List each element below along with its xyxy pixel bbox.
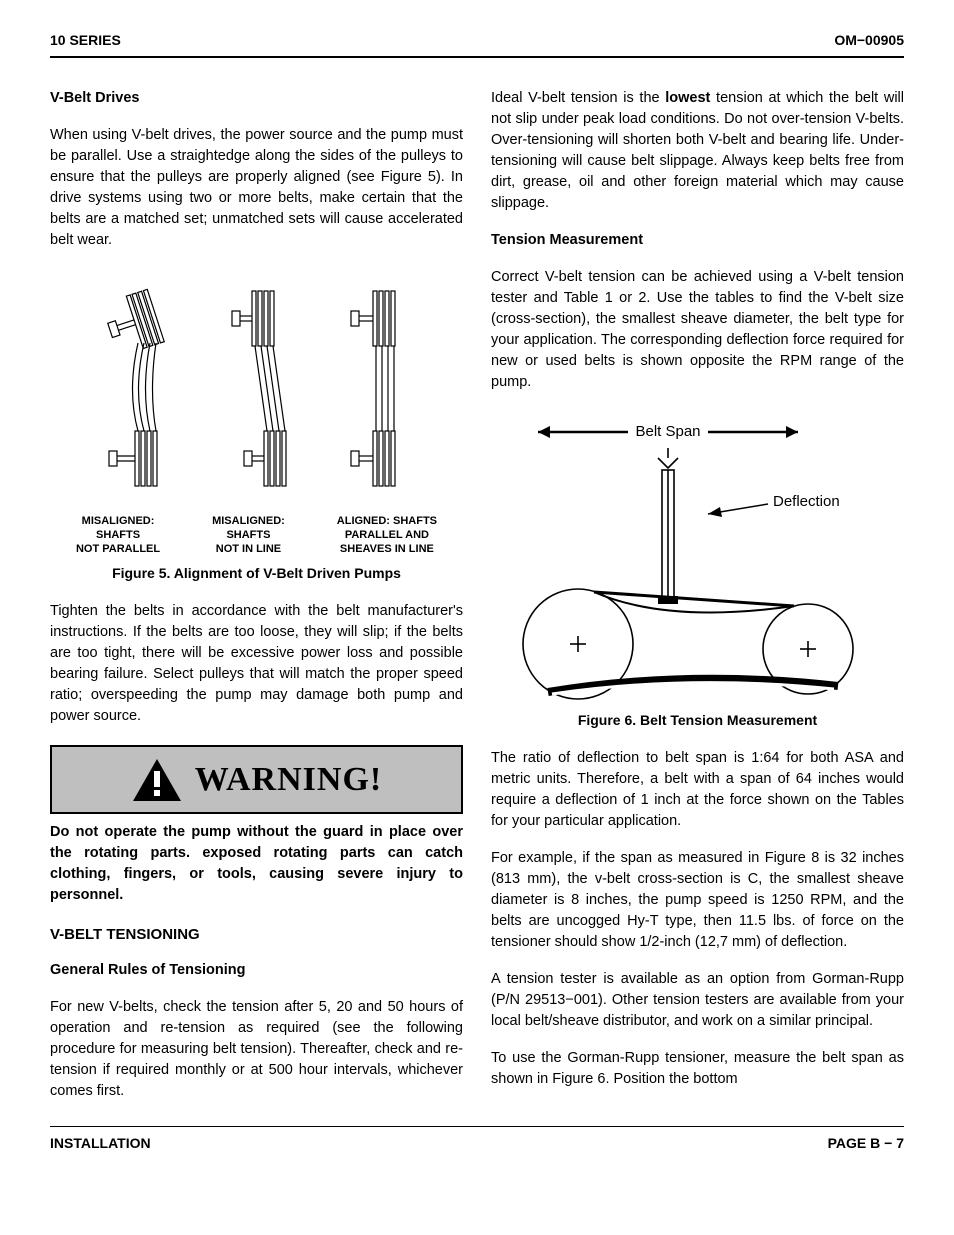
footer-right: PAGE B − 7 — [828, 1133, 904, 1153]
fig5-label-3: ALIGNED: SHAFTS PARALLEL AND SHEAVES IN … — [337, 515, 437, 556]
alignment-diagram — [77, 271, 437, 511]
warning-box: WARNING! — [50, 745, 463, 814]
figure-5-labels: MISALIGNED: SHAFTS NOT PARALLEL MISALIGN… — [50, 515, 463, 556]
fig5-label-1: MISALIGNED: SHAFTS NOT PARALLEL — [76, 515, 160, 556]
tension-measurement-heading: Tension Measurement — [491, 230, 904, 251]
paragraph: Correct V-belt tension can be achieved u… — [491, 267, 904, 393]
figure-6-caption: Figure 6. Belt Tension Measurement — [491, 710, 904, 730]
paragraph: Tighten the belts in accordance with the… — [50, 601, 463, 727]
fig5-label-2: MISALIGNED: SHAFTS NOT IN LINE — [212, 515, 285, 556]
header-left: 10 SERIES — [50, 30, 121, 50]
general-rules-heading: General Rules of Tensioning — [50, 960, 463, 981]
paragraph: The ratio of deflection to belt span is … — [491, 748, 904, 832]
figure-6: Belt Span Deflection Figure 6. Belt Tens… — [491, 414, 904, 730]
figure-5-caption: Figure 5. Alignment of V-Belt Driven Pum… — [50, 563, 463, 583]
deflection-label: Deflection — [773, 493, 840, 510]
left-column: V-Belt Drives When using V-belt drives, … — [50, 88, 463, 1102]
belt-tension-diagram: Belt Span Deflection — [508, 414, 888, 704]
paragraph: Ideal V-belt tension is the lowest tensi… — [491, 88, 904, 214]
page-footer: INSTALLATION PAGE B − 7 — [50, 1126, 904, 1153]
paragraph: A tension tester is available as an opti… — [491, 969, 904, 1032]
vbelt-tensioning-heading: V-BELT TENSIONING — [50, 924, 463, 946]
warning-header: WARNING! — [52, 747, 461, 812]
belt-span-label: Belt Span — [635, 423, 700, 440]
content-columns: V-Belt Drives When using V-belt drives, … — [50, 88, 904, 1102]
figure-5: MISALIGNED: SHAFTS NOT PARALLEL MISALIGN… — [50, 271, 463, 583]
warning-text: Do not operate the pump without the guar… — [50, 822, 463, 906]
warning-triangle-icon — [131, 757, 183, 803]
warning-word: WARNING! — [195, 755, 382, 804]
paragraph: For example, if the span as measured in … — [491, 848, 904, 953]
vbelt-drives-heading: V-Belt Drives — [50, 88, 463, 109]
right-column: Ideal V-belt tension is the lowest tensi… — [491, 88, 904, 1102]
paragraph: For new V-belts, check the tension after… — [50, 997, 463, 1102]
page-header: 10 SERIES OM−00905 — [50, 30, 904, 58]
footer-left: INSTALLATION — [50, 1133, 151, 1153]
paragraph: When using V-belt drives, the power sour… — [50, 125, 463, 251]
paragraph: To use the Gorman-Rupp tensioner, measur… — [491, 1048, 904, 1090]
header-right: OM−00905 — [834, 30, 904, 50]
